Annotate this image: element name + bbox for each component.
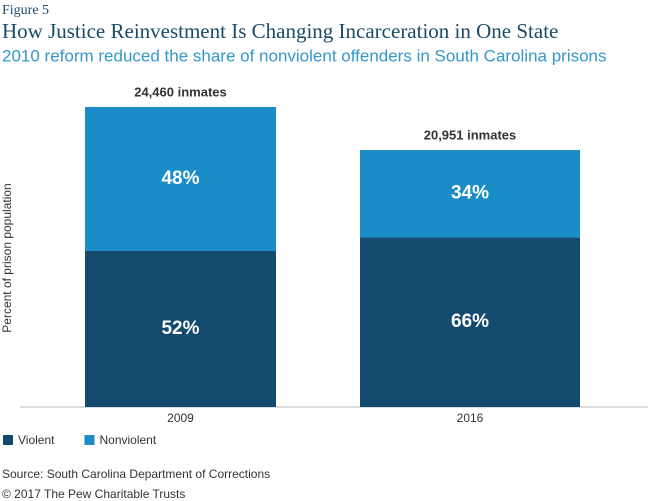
legend-swatch bbox=[84, 435, 95, 445]
chart-title: How Justice Reinvestment Is Changing Inc… bbox=[2, 19, 558, 43]
total-label: 20,951 inmates bbox=[424, 127, 517, 142]
legend-label: Nonviolent bbox=[99, 433, 156, 447]
y-axis-label: Percent of prison population bbox=[0, 183, 14, 332]
x-tick-label: 2009 bbox=[167, 411, 194, 425]
copyright: © 2017 The Pew Charitable Trusts bbox=[2, 487, 185, 501]
figure-label: Figure 5 bbox=[2, 3, 49, 18]
bar-segment bbox=[85, 251, 276, 407]
bar-segment bbox=[360, 237, 580, 407]
x-tick-label: 2016 bbox=[457, 411, 484, 425]
legend-label: Violent bbox=[18, 433, 55, 447]
chart-subtitle: 2010 reform reduced the share of nonviol… bbox=[2, 46, 607, 65]
bar-segment bbox=[85, 107, 276, 251]
legend-swatch bbox=[3, 435, 13, 445]
total-label: 24,460 inmates bbox=[134, 84, 227, 99]
value-label: 34% bbox=[451, 183, 489, 204]
bar-segment bbox=[360, 150, 580, 238]
value-label: 52% bbox=[161, 318, 199, 339]
value-label: 48% bbox=[161, 168, 199, 189]
source: Source: South Carolina Department of Cor… bbox=[2, 467, 270, 481]
value-label: 66% bbox=[451, 311, 489, 332]
